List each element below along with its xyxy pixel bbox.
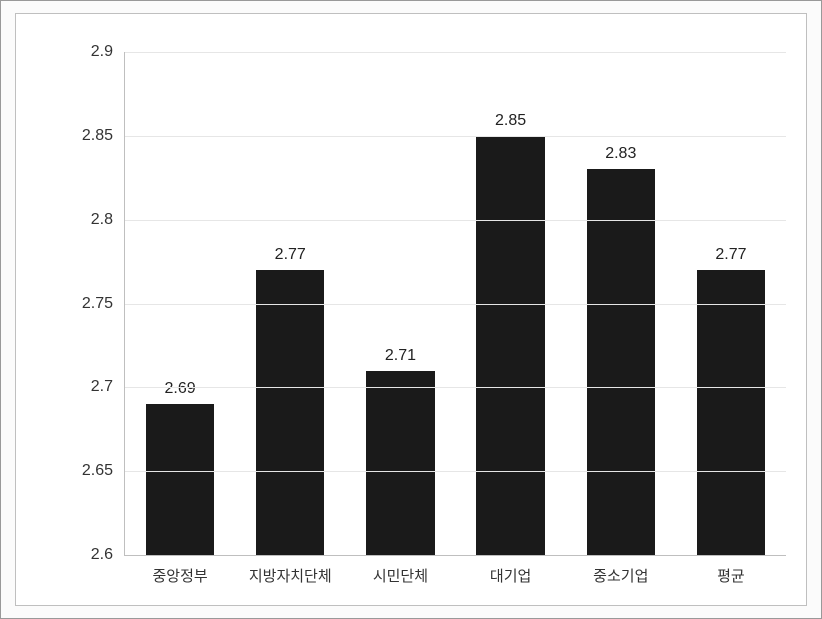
chart-gridline	[125, 136, 786, 137]
chart-xtick-label: 시민단체	[373, 555, 428, 586]
chart-bar: 2.83	[587, 169, 655, 555]
chart-gridline	[125, 387, 786, 388]
chart-gridline	[125, 471, 786, 472]
chart-ytick-label: 2.6	[91, 546, 125, 564]
chart-bar: 2.69	[146, 404, 214, 555]
chart-xtick-label: 중소기업	[593, 555, 648, 586]
chart-ytick-label: 2.85	[82, 127, 125, 145]
chart-bar-value-label: 2.83	[605, 145, 636, 169]
chart-gridline	[125, 52, 786, 53]
chart-xtick-label: 평균	[717, 555, 745, 586]
chart-plot-area: 2.69중앙정부2.77지방자치단체2.71시민단체2.85대기업2.83중소기…	[124, 52, 786, 556]
chart-xtick-label: 지방자치단체	[249, 555, 332, 586]
chart-bar-value-label: 2.69	[165, 380, 196, 404]
chart-inner-frame: 2.69중앙정부2.77지방자치단체2.71시민단체2.85대기업2.83중소기…	[15, 13, 807, 606]
chart-ytick-label: 2.9	[91, 43, 125, 61]
chart-gridline	[125, 304, 786, 305]
chart-ytick-label: 2.7	[91, 378, 125, 396]
chart-gridline	[125, 220, 786, 221]
chart-outer-frame: 2.69중앙정부2.77지방자치단체2.71시민단체2.85대기업2.83중소기…	[0, 0, 822, 619]
chart-bar-value-label: 2.85	[495, 112, 526, 136]
chart-bar: 2.85	[476, 136, 544, 555]
chart-ytick-label: 2.8	[91, 211, 125, 229]
chart-bar: 2.71	[366, 371, 434, 555]
chart-bar-value-label: 2.77	[275, 246, 306, 270]
chart-plot: 2.69중앙정부2.77지방자치단체2.71시민단체2.85대기업2.83중소기…	[124, 52, 786, 556]
chart-xtick-label: 대기업	[490, 555, 531, 586]
chart-bar: 2.77	[256, 270, 324, 555]
chart-bar-value-label: 2.77	[715, 246, 746, 270]
chart-xtick-label: 중앙정부	[152, 555, 207, 586]
chart-bar: 2.77	[697, 270, 765, 555]
chart-bar-value-label: 2.71	[385, 347, 416, 371]
chart-ytick-label: 2.75	[82, 295, 125, 313]
chart-ytick-label: 2.65	[82, 462, 125, 480]
